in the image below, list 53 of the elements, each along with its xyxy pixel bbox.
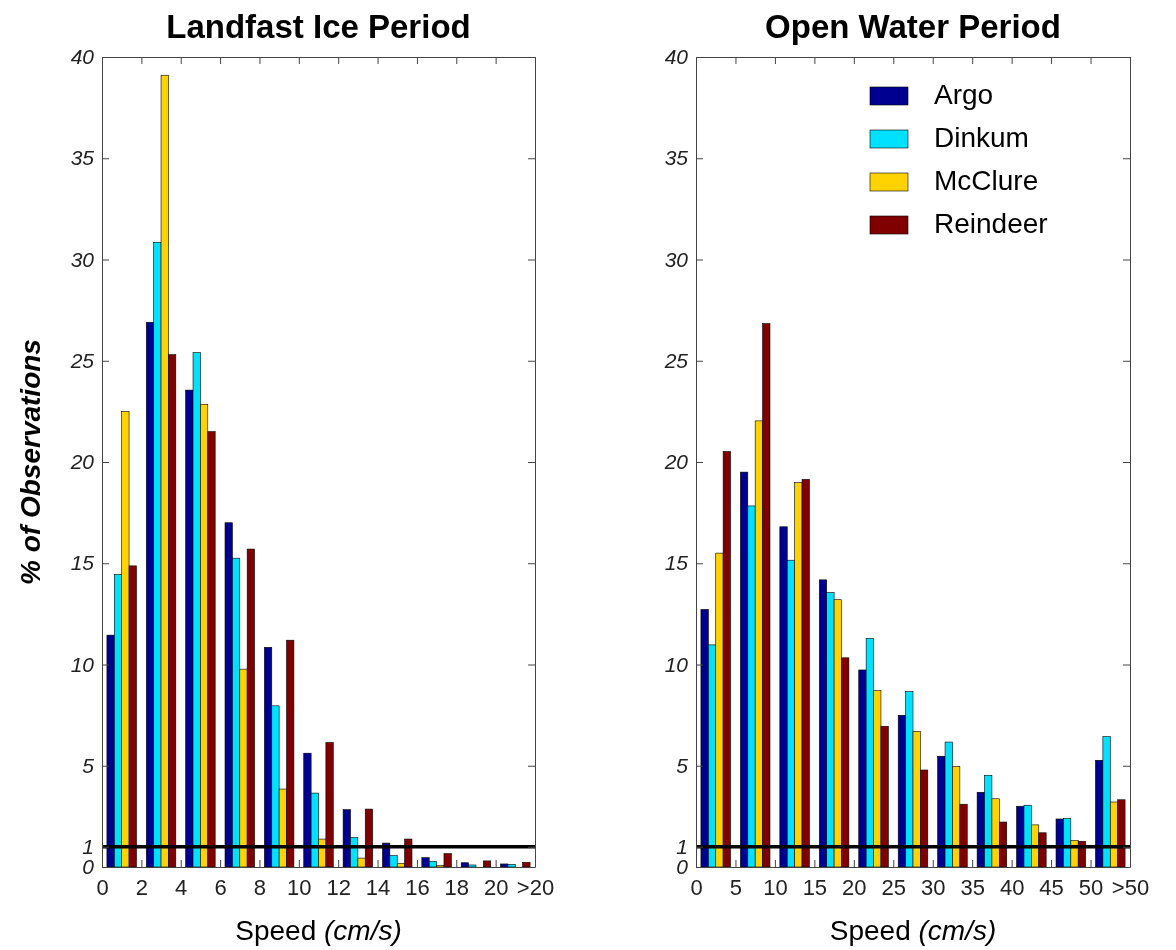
y-axis-title: % of Observations	[15, 339, 46, 585]
x-tick-label: 25	[881, 874, 907, 900]
x-tick-label: 6	[214, 874, 227, 900]
legend-label: Dinkum	[934, 122, 1029, 153]
x-tick-label: 50	[1078, 874, 1104, 900]
x-tick-label: 20	[842, 874, 867, 900]
y-tick-label: 40	[70, 45, 95, 69]
x-tick-label: 30	[920, 874, 946, 900]
y-tick-label: 25	[663, 348, 689, 372]
x-tick-label: 12	[326, 874, 351, 900]
bar	[483, 860, 492, 868]
y-tick-label: 15	[664, 551, 689, 575]
legend-label: McClure	[934, 165, 1039, 196]
chart-title: Landfast Ice Period	[166, 8, 471, 45]
x-tick-label: 45	[1039, 874, 1064, 900]
y-tick-label: 0	[676, 855, 689, 879]
y-tick-label: 1	[82, 834, 94, 858]
x-tick-label: 2	[135, 874, 148, 900]
x-tick-label: 15	[802, 874, 828, 900]
x-tick-label: 20	[483, 874, 509, 900]
x-tick-label: >50	[1111, 874, 1150, 900]
x-tick-label: >20	[516, 874, 555, 900]
x-tick-label: 16	[405, 874, 430, 900]
y-tick-label: 0	[82, 855, 95, 879]
y-tick-label: 30	[70, 247, 95, 271]
legend-label: Argo	[934, 79, 994, 110]
y-tick-label: 1	[676, 834, 688, 858]
x-axis-title: Speed (cm/s)	[829, 915, 997, 946]
y-tick-label: 35	[664, 146, 689, 170]
x-tick-label: 14	[365, 874, 391, 900]
y-tick-label: 10	[70, 652, 95, 676]
x-tick-label: 10	[763, 874, 788, 900]
y-tick-label: 30	[664, 247, 689, 271]
y-tick-label: 35	[70, 146, 95, 170]
y-tick-label: 20	[663, 450, 689, 474]
x-tick-label: 8	[253, 874, 267, 900]
x-tick-label: 10	[287, 874, 312, 900]
x-tick-label: 5	[729, 874, 743, 900]
bar	[522, 862, 531, 868]
x-tick-label: 18	[444, 874, 470, 900]
y-tick-label: 5	[676, 753, 689, 777]
y-tick-label: 40	[664, 45, 689, 69]
x-tick-label: 35	[960, 874, 985, 900]
legend-label: Reindeer	[934, 208, 1048, 239]
y-tick-label: 15	[70, 551, 95, 575]
chart-title: Open Water Period	[765, 8, 1061, 45]
x-tick-label: 4	[175, 874, 188, 900]
y-tick-label: 20	[69, 450, 95, 474]
y-tick-label: 25	[69, 348, 95, 372]
x-axis-title: Speed (cm/s)	[235, 915, 402, 946]
y-tick-label: 5	[82, 753, 95, 777]
y-tick-label: 10	[664, 652, 689, 676]
x-tick-label: 40	[999, 874, 1025, 900]
